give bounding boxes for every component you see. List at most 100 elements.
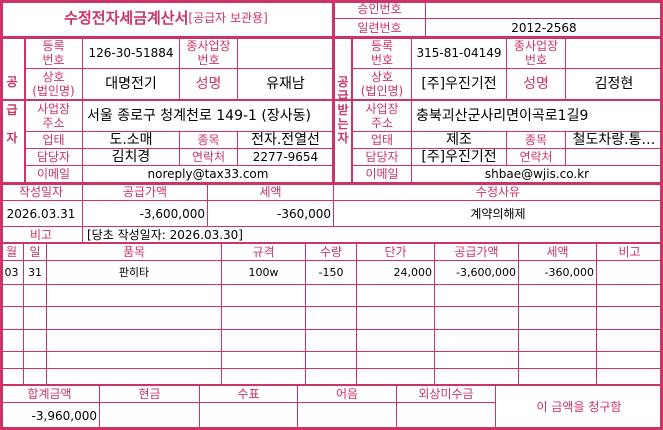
divider <box>24 37 26 183</box>
recipient-biz-label: 업태 <box>352 131 412 149</box>
item-cell <box>305 351 357 369</box>
item-cell <box>356 284 435 307</box>
item-cell <box>305 329 357 352</box>
supplier-contact-label: 담당자 <box>24 148 83 166</box>
footer-cash-label: 현금 <box>99 384 200 403</box>
recipient-biz-value: 제조 <box>411 131 507 149</box>
footer-credit-label: 외상미수금 <box>396 384 496 403</box>
supplier-section-label: 공 급 자 <box>0 36 25 183</box>
recipient-phone-value <box>565 148 663 166</box>
footer-credit-value <box>396 402 496 430</box>
supplier-item-value: 전자.전열선 <box>237 131 334 149</box>
item-cell <box>518 329 597 352</box>
recipient-section-label: 공 급 받 는 자 <box>333 36 353 183</box>
item-cell <box>305 306 357 330</box>
item-cell <box>356 329 435 352</box>
item-cell <box>518 306 597 330</box>
recipient-rep-label: 성명 <box>506 68 566 100</box>
items-column-header: 세액 <box>518 242 597 261</box>
supplier-sub-label: 종사업장 번호 <box>179 36 238 69</box>
footer-total-value: -3,960,000 <box>0 402 100 430</box>
recipient-item-label: 종목 <box>506 131 566 149</box>
item-cell <box>46 329 222 352</box>
item-cell <box>0 306 24 330</box>
recipient-item-value: 철도차량.통… <box>565 131 663 149</box>
recipient-addr-label: 사업장 주소 <box>352 99 412 132</box>
recipient-rep-value: 김정현 <box>565 68 663 100</box>
item-cell <box>46 368 222 385</box>
item-cell <box>0 284 24 307</box>
supplier-contact-value: 김치경 <box>82 148 180 166</box>
item-cell <box>596 329 663 352</box>
recipient-sub-value <box>565 36 663 69</box>
item-cell <box>518 368 597 385</box>
items-column-header: 비고 <box>596 242 663 261</box>
summary-reason-value: 계약의해제 <box>333 200 663 227</box>
item-cell <box>23 284 47 307</box>
item-cell <box>434 306 519 330</box>
item-cell <box>596 260 663 285</box>
border-top <box>0 0 663 3</box>
items-column-header: 월 <box>0 242 24 261</box>
footer-check-label: 수표 <box>199 384 298 403</box>
divider <box>351 37 353 183</box>
item-cell <box>356 351 435 369</box>
supplier-rep-label: 성명 <box>179 68 238 100</box>
item-cell <box>596 351 663 369</box>
item-cell <box>221 284 306 307</box>
summary-tax-value: -360,000 <box>207 200 334 227</box>
item-cell <box>305 284 357 307</box>
supplier-reg-label: 등록 번호 <box>24 36 83 69</box>
divider <box>0 384 663 386</box>
item-cell <box>596 306 663 330</box>
divider <box>0 36 663 39</box>
item-cell <box>0 368 24 385</box>
recipient-name-label: 상호 (법인명) <box>352 68 412 100</box>
items-column-header: 규격 <box>221 242 306 261</box>
item-cell <box>596 284 663 307</box>
supplier-reg-value: 126-30-51884 <box>82 36 180 69</box>
item-cell <box>23 368 47 385</box>
item-cell: 31 <box>23 260 47 285</box>
supplier-addr-value: 서울 종로구 청계천로 149-1 (장사동) <box>82 99 334 132</box>
item-cell: 판히타 <box>46 260 222 285</box>
item-cell <box>434 368 519 385</box>
item-cell: -3,600,000 <box>434 260 519 285</box>
divider <box>0 182 663 185</box>
supplier-phone-label: 연락처 <box>179 148 238 166</box>
supplier-item-label: 종목 <box>179 131 238 149</box>
recipient-email-label: 이메일 <box>352 165 412 183</box>
item-cell: -360,000 <box>518 260 597 285</box>
item-cell <box>46 351 222 369</box>
item-cell <box>46 284 222 307</box>
summary-note-value: [당초 작성일자: 2026.03.30] <box>82 226 663 243</box>
summary-date-value: 2026.03.31 <box>0 200 83 227</box>
item-cell <box>46 306 222 330</box>
supplier-biz-value: 도.소매 <box>82 131 180 149</box>
title-text: 수정전자세금계산서 <box>64 9 189 27</box>
items-column-header: 수량 <box>305 242 357 261</box>
border-left <box>0 0 3 430</box>
serial-value: 2012-2568 <box>425 18 663 38</box>
border-bottom <box>0 427 663 430</box>
supplier-addr-label: 사업장 주소 <box>24 99 83 132</box>
item-cell <box>221 329 306 352</box>
summary-supply-value: -3,600,000 <box>82 200 208 227</box>
item-cell <box>434 351 519 369</box>
item-cell <box>23 351 47 369</box>
summary-note-label: 비고 <box>0 226 83 243</box>
supplier-rep-value: 유재남 <box>237 68 334 100</box>
recipient-name-value: [주]우진기전 <box>411 68 507 100</box>
item-cell <box>518 284 597 307</box>
item-cell: -150 <box>305 260 357 285</box>
footer-cash-value <box>99 402 200 430</box>
recipient-phone-label: 연락처 <box>506 148 566 166</box>
recipient-addr-value: 충북괴산군사리면이곡로1길9 <box>411 99 663 132</box>
item-cell: 03 <box>0 260 24 285</box>
recipient-email-value: shbae@wjis.co.kr <box>411 165 663 183</box>
items-column-header: 품목 <box>46 242 222 261</box>
serial-label: 일련번호 <box>333 18 426 38</box>
supplier-biz-label: 업태 <box>24 131 83 149</box>
item-cell <box>0 351 24 369</box>
